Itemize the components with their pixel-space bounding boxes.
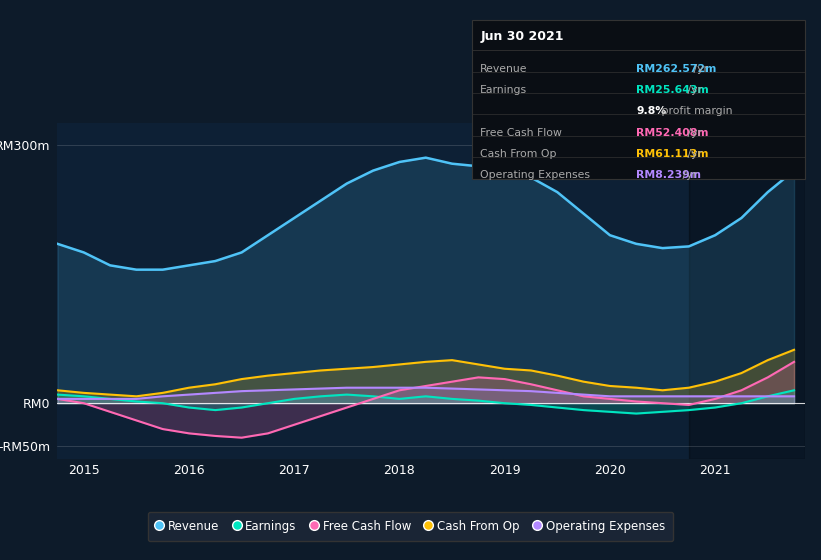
Text: profit margin: profit margin: [658, 106, 732, 116]
Legend: Revenue, Earnings, Free Cash Flow, Cash From Op, Operating Expenses: Revenue, Earnings, Free Cash Flow, Cash …: [148, 512, 673, 541]
Text: RM262.572m: RM262.572m: [636, 64, 717, 74]
Text: Cash From Op: Cash From Op: [480, 149, 557, 159]
Bar: [689, 123, 805, 459]
Text: Revenue: Revenue: [480, 64, 528, 74]
Text: /yr: /yr: [679, 170, 697, 180]
Text: /yr: /yr: [684, 128, 702, 138]
Text: Jun 30 2021: Jun 30 2021: [480, 30, 564, 43]
Text: 9.8%: 9.8%: [636, 106, 667, 116]
Text: /yr: /yr: [684, 149, 702, 159]
Text: Operating Expenses: Operating Expenses: [480, 170, 590, 180]
Text: RM25.643m: RM25.643m: [636, 85, 709, 95]
Text: RM8.239m: RM8.239m: [636, 170, 701, 180]
Text: Earnings: Earnings: [480, 85, 527, 95]
Text: /yr: /yr: [690, 64, 708, 74]
Text: /yr: /yr: [684, 85, 702, 95]
Text: RM61.113m: RM61.113m: [636, 149, 709, 159]
Text: Free Cash Flow: Free Cash Flow: [480, 128, 562, 138]
Text: RM52.408m: RM52.408m: [636, 128, 709, 138]
